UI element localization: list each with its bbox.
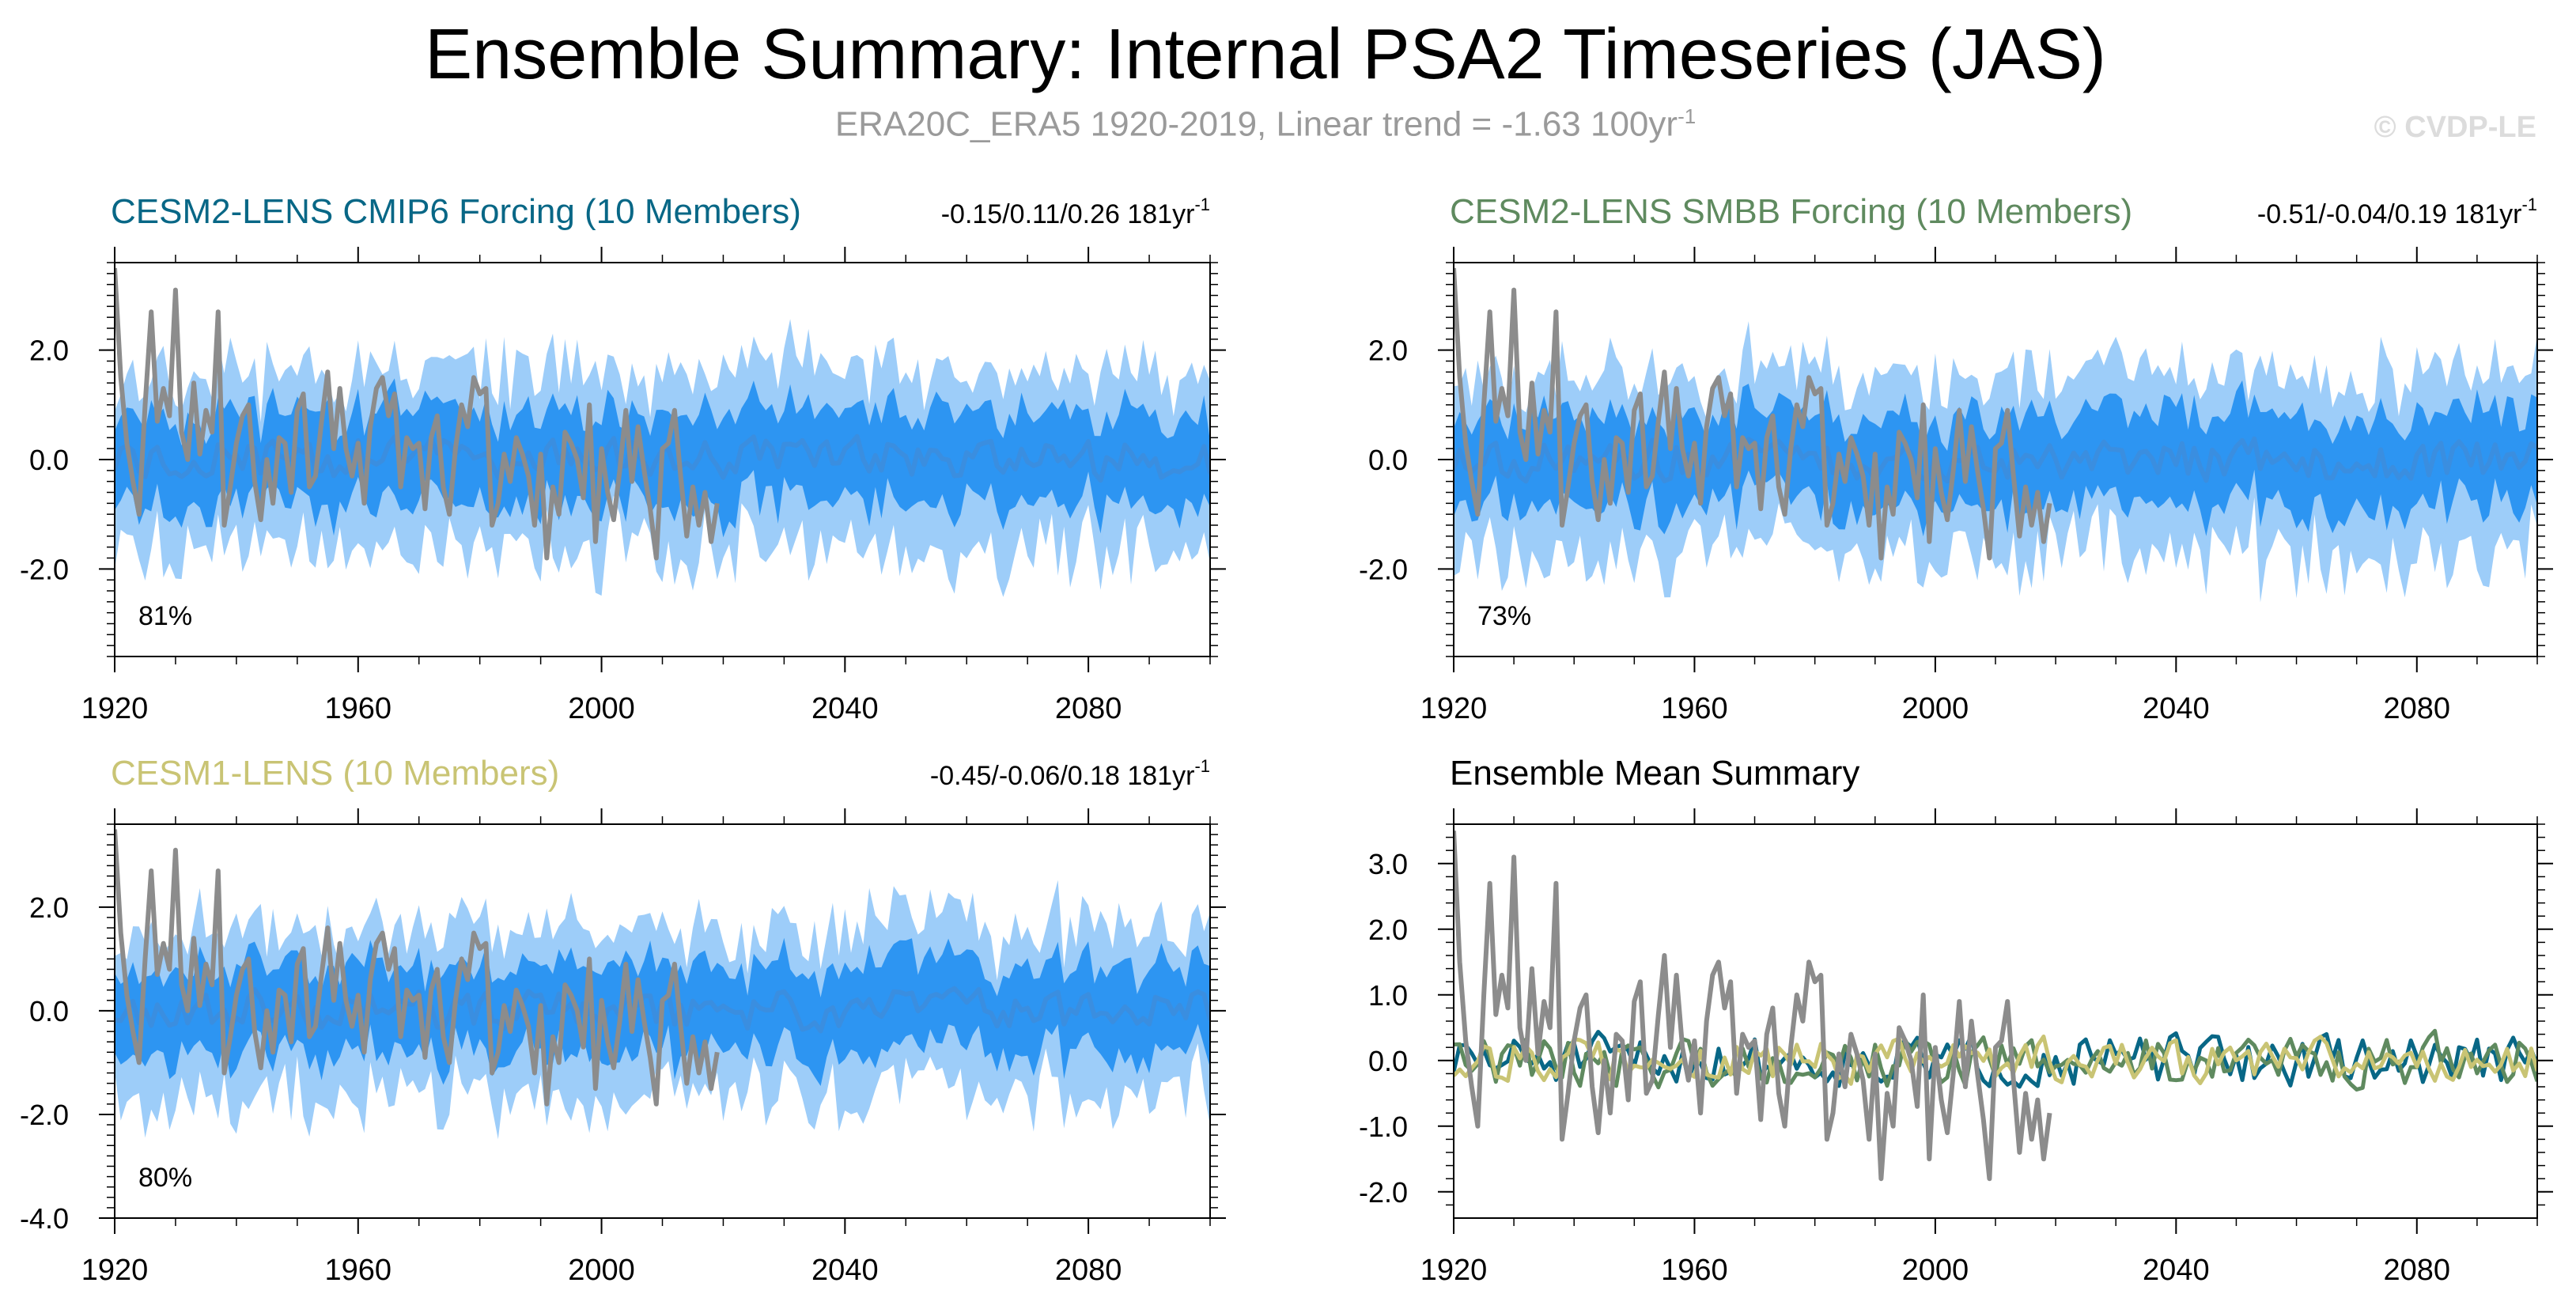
panel-4: 3.0 2.0 1.0 0.0 -1.0 -2.0 1920 1960 2000 2040 2080… xyxy=(1359,754,2553,1287)
x-tick-label: 2080 xyxy=(2384,692,2451,725)
trend-label: -0.45/-0.06/0.18 181yr-1 xyxy=(930,756,1210,791)
trend-label: -0.15/0.11/0.26 181yr-1 xyxy=(941,195,1210,229)
plot-frame xyxy=(1453,823,2538,1219)
observed-line xyxy=(1454,267,2052,561)
y-tick-label: 2.0 xyxy=(29,335,69,367)
percent-label: 81% xyxy=(138,601,192,631)
subtitle-exponent: -1 xyxy=(1678,104,1697,128)
x-tick-label: 1920 xyxy=(81,692,149,725)
subtitle-text: ERA20C_ERA5 1920-2019, Linear trend = -1… xyxy=(834,104,1678,144)
x-tick-label: 2040 xyxy=(811,1254,879,1287)
panel-1: 2.0 0.0 -2.0 1920 1960 2000 2040 2080 CESM2-LENS… xyxy=(20,192,1226,725)
y-tick-label: 3.0 xyxy=(1368,848,1408,880)
watermark: © CVDP-LE xyxy=(2374,111,2536,144)
panel-title: CESM2-LENS CMIP6 Forcing (10 Members) xyxy=(111,192,801,231)
y-tick-label: -1.0 xyxy=(1359,1111,1408,1143)
observed-line xyxy=(1454,831,2052,1182)
y-tick-label: 1.0 xyxy=(1368,979,1408,1012)
x-tick-label: 2080 xyxy=(1055,692,1122,725)
y-tick-label: 2.0 xyxy=(1368,335,1408,367)
plot-area xyxy=(1454,831,2537,1182)
y-tick-label: -2.0 xyxy=(1359,1176,1408,1209)
x-tick-label: 2040 xyxy=(2143,1254,2210,1287)
plot-area xyxy=(1454,267,2537,603)
observed-line xyxy=(115,829,720,1107)
x-tick-label: 1920 xyxy=(1420,692,1488,725)
y-tick-label: 0.0 xyxy=(1368,444,1408,476)
x-tick-label: 1920 xyxy=(81,1254,149,1287)
x-tick-label: 1960 xyxy=(1661,1254,1728,1287)
panel-3: 2.0 0.0 -2.0 -4.0 1920 1960 2000 2040 2080 CESM1-… xyxy=(20,754,1226,1287)
x-tick-label: 1920 xyxy=(1420,1254,1488,1287)
panel-title: Ensemble Mean Summary xyxy=(1450,754,1859,793)
panel-title: CESM1-LENS (10 Members) xyxy=(111,754,559,793)
x-tick-label: 1960 xyxy=(325,1254,392,1287)
x-tick-label: 2000 xyxy=(568,692,635,725)
x-tick-label: 2080 xyxy=(2384,1254,2451,1287)
y-tick-label: -2.0 xyxy=(20,1099,69,1131)
trend-value: -0.51/-0.04/0.19 181yr xyxy=(2257,199,2522,229)
x-tick-label: 2040 xyxy=(2143,692,2210,725)
x-tick-label: 2000 xyxy=(568,1254,635,1287)
x-tick-label: 2000 xyxy=(1902,692,1969,725)
figure-subtitle: ERA20C_ERA5 1920-2019, Linear trend = -1… xyxy=(0,104,2531,145)
trend-value: -0.45/-0.06/0.18 181yr xyxy=(930,761,1195,791)
x-tick-label: 2080 xyxy=(1055,1254,1122,1287)
x-tick-label: 2040 xyxy=(811,692,879,725)
x-tick-label: 2000 xyxy=(1902,1254,1969,1287)
figure-title: Ensemble Summary: Internal PSA2 Timeseri… xyxy=(425,15,2106,94)
trend-exponent: -1 xyxy=(1194,756,1210,776)
y-tick-label: 2.0 xyxy=(29,891,69,924)
plot-area xyxy=(115,267,1210,597)
observed-line xyxy=(115,267,720,561)
y-tick-label: 0.0 xyxy=(29,995,69,1027)
y-tick-label: -2.0 xyxy=(1359,553,1408,585)
y-tick-label: -4.0 xyxy=(20,1202,69,1235)
x-tick-label: 1960 xyxy=(325,692,392,725)
trend-value: -0.15/0.11/0.26 181yr xyxy=(941,199,1195,229)
x-tick-label: 1960 xyxy=(1661,692,1728,725)
trend-exponent: -1 xyxy=(2521,195,2537,214)
trend-exponent: -1 xyxy=(1194,195,1210,214)
percent-label: 73% xyxy=(1477,601,1531,631)
y-tick-label: 0.0 xyxy=(29,444,69,476)
trend-label: -0.51/-0.04/0.19 181yr-1 xyxy=(2257,195,2537,229)
plot-area xyxy=(115,829,1210,1140)
percent-label: 80% xyxy=(138,1163,192,1193)
y-tick-label: 0.0 xyxy=(1368,1045,1408,1077)
panel-2: 2.0 0.0 -2.0 1920 1960 2000 2040 2080 CESM2-LENS… xyxy=(1359,192,2553,725)
y-tick-label: -2.0 xyxy=(20,553,69,585)
panel-title: CESM2-LENS SMBB Forcing (10 Members) xyxy=(1450,192,2132,231)
y-tick-label: 2.0 xyxy=(1368,914,1408,946)
